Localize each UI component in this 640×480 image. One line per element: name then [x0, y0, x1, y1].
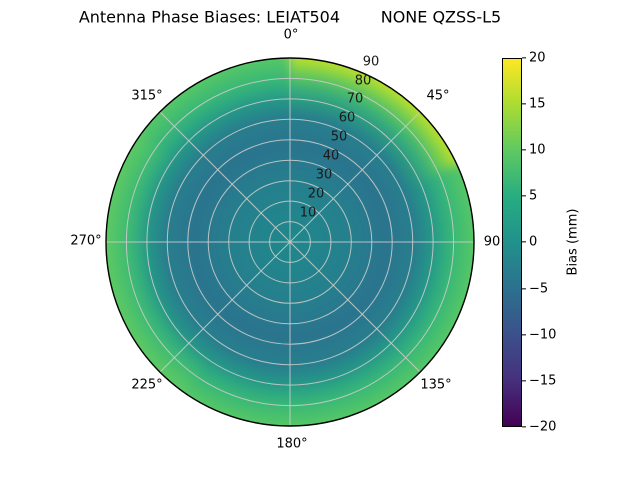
- colorbar-tickmark: [522, 380, 526, 382]
- r-tick-80: 80: [354, 73, 372, 89]
- r-tick-50: 50: [330, 129, 348, 145]
- colorbar-tickmark: [522, 426, 526, 428]
- r-tick-20: 20: [307, 186, 325, 202]
- bias-highlight-northeast: [290, 57, 467, 242]
- colorbar-tickmark: [522, 149, 526, 151]
- polar-boundary: [105, 57, 475, 427]
- colorbar: [502, 58, 522, 427]
- colorbar-tickmark: [522, 57, 526, 59]
- colorbar-tickmark: [522, 195, 526, 197]
- theta-tick-270: 270°: [70, 233, 102, 249]
- r-tick-70: 70: [346, 91, 364, 107]
- polar-grid-spokes: [106, 58, 474, 426]
- theta-tick-0: 0°: [283, 27, 299, 43]
- colorbar-tick-15: 15: [529, 96, 546, 112]
- r-tick-90: 90: [362, 54, 380, 70]
- colorbar-tickmark: [522, 288, 526, 290]
- r-tick-10: 10: [299, 205, 317, 221]
- r-tick-40: 40: [322, 148, 340, 164]
- theta-tick-135: 135°: [420, 377, 452, 393]
- colorbar-tick-10: 10: [529, 142, 546, 158]
- colorbar-tick-20: 20: [529, 50, 546, 66]
- colorbar-tick-m5: −5: [529, 281, 549, 297]
- theta-tick-225: 225°: [131, 377, 163, 393]
- colorbar-axis-label: Bias (mm): [565, 208, 581, 276]
- colorbar-tick-m20: −20: [529, 419, 557, 435]
- colorbar-tick-0: 0: [529, 234, 538, 250]
- bias-highlight-west: [105, 129, 290, 400]
- theta-tick-315: 315°: [131, 88, 163, 104]
- r-tick-30: 30: [315, 167, 333, 183]
- colorbar-tickmark: [522, 334, 526, 336]
- colorbar-tick-m15: −15: [529, 373, 557, 389]
- colorbar-tick-m10: −10: [529, 327, 557, 343]
- r-tick-60: 60: [338, 110, 356, 126]
- theta-tick-180: 180°: [276, 436, 308, 452]
- colorbar-tickmark: [522, 241, 526, 243]
- theta-tick-45: 45°: [426, 88, 450, 104]
- colorbar-tick-5: 5: [529, 188, 538, 204]
- colorbar-tickmark: [522, 103, 526, 105]
- plot-title: Antenna Phase Biases: LEIAT504 NONE QZSS…: [78, 7, 502, 27]
- theta-tick-90: 90: [483, 234, 501, 250]
